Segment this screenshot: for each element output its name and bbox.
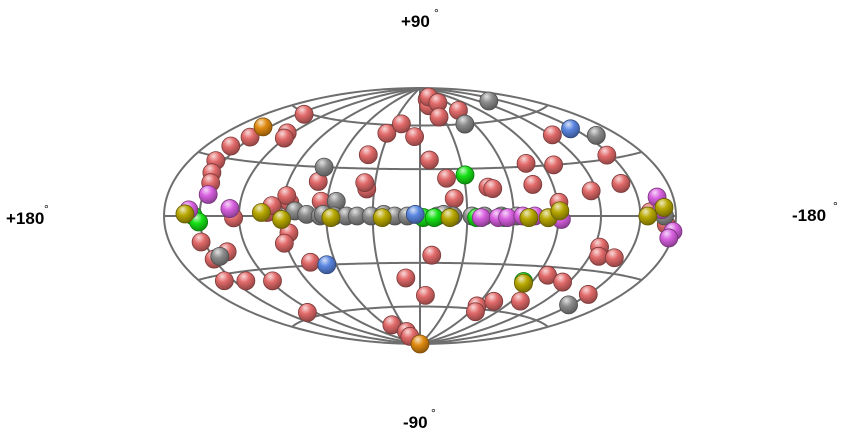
red-point-marker (294, 104, 314, 124)
red-point-marker (597, 145, 617, 165)
red-point-marker (444, 189, 464, 208)
red-point-marker (422, 245, 442, 265)
red-point-marker (396, 268, 416, 288)
magenta-point-marker (659, 228, 679, 248)
olive-point-marker (440, 208, 460, 227)
magenta-point-marker (220, 199, 240, 218)
magenta-point-marker (198, 185, 218, 204)
green-point-marker (424, 208, 444, 227)
red-point-marker (510, 291, 530, 311)
olive-point-marker (654, 198, 674, 217)
red-point-marker (298, 303, 317, 322)
red-point-marker (578, 285, 598, 304)
red-point-marker (419, 150, 439, 170)
olive-point-marker (372, 208, 392, 227)
gray-point-marker (455, 114, 475, 134)
red-point-marker (214, 271, 234, 291)
gray-point-marker (586, 125, 606, 145)
bottom-latitude-label: -90 (403, 413, 428, 432)
olive-point-marker (638, 206, 658, 226)
red-point-marker (437, 168, 456, 188)
red-point-marker (416, 285, 435, 305)
red-point-marker (611, 174, 631, 193)
red-point-marker (240, 127, 260, 147)
left-longitude-label: +180 (6, 209, 44, 228)
parallel-line (198, 261, 642, 281)
bottom-degree-symbol: ° (431, 406, 436, 420)
blue-point-marker (405, 205, 425, 224)
red-point-marker (274, 233, 294, 253)
olive-point-marker (321, 208, 341, 228)
gray-point-marker (479, 91, 499, 111)
red-point-marker (355, 173, 375, 193)
red-point-marker (429, 107, 449, 127)
gray-point-marker (559, 295, 578, 315)
gray-point-marker (314, 157, 334, 177)
red-point-marker (221, 136, 241, 156)
red-point-marker (484, 291, 504, 311)
red-point-marker (301, 252, 320, 272)
red-point-marker (542, 125, 562, 145)
red-point-marker (604, 248, 624, 268)
olive-point-marker (272, 210, 291, 229)
red-point-marker (553, 272, 572, 292)
red-point-marker (391, 114, 411, 134)
right-longitude-label: -180 (792, 206, 826, 225)
orange-point-marker (253, 117, 273, 137)
red-point-marker (405, 127, 424, 147)
red-point-marker (377, 123, 397, 143)
red-point-marker (358, 145, 378, 165)
magenta-point-marker (471, 208, 491, 228)
data-points (175, 87, 683, 354)
red-point-marker (277, 186, 297, 206)
red-point-marker (466, 302, 485, 322)
gray-point-marker (210, 247, 230, 266)
red-point-marker (544, 155, 563, 175)
red-point-marker (516, 153, 536, 173)
orange-point-marker (410, 334, 430, 354)
olive-point-marker (550, 201, 570, 221)
red-point-marker (581, 181, 601, 201)
right-degree-symbol: ° (833, 199, 838, 213)
olive-point-marker (514, 273, 533, 293)
red-point-marker (263, 271, 282, 291)
left-degree-symbol: ° (44, 202, 49, 216)
axis-labels: +90 ° -90 ° +180 ° -180 ° (6, 6, 838, 432)
green-point-marker (455, 165, 475, 185)
red-point-marker (236, 271, 256, 291)
red-point-marker (274, 128, 294, 148)
parallel-line (291, 305, 549, 328)
red-point-marker (523, 175, 543, 194)
blue-point-marker (561, 119, 580, 139)
olive-point-marker (175, 204, 195, 224)
red-point-marker (191, 232, 211, 252)
blue-point-marker (317, 255, 337, 275)
top-degree-symbol: ° (434, 6, 439, 20)
parallel-line (291, 104, 549, 127)
red-point-marker (483, 179, 503, 199)
olive-point-marker (519, 208, 539, 228)
red-point-marker (589, 246, 609, 266)
parallel-line (198, 151, 642, 171)
top-latitude-label: +90 (401, 12, 430, 31)
olive-point-marker (251, 203, 271, 222)
